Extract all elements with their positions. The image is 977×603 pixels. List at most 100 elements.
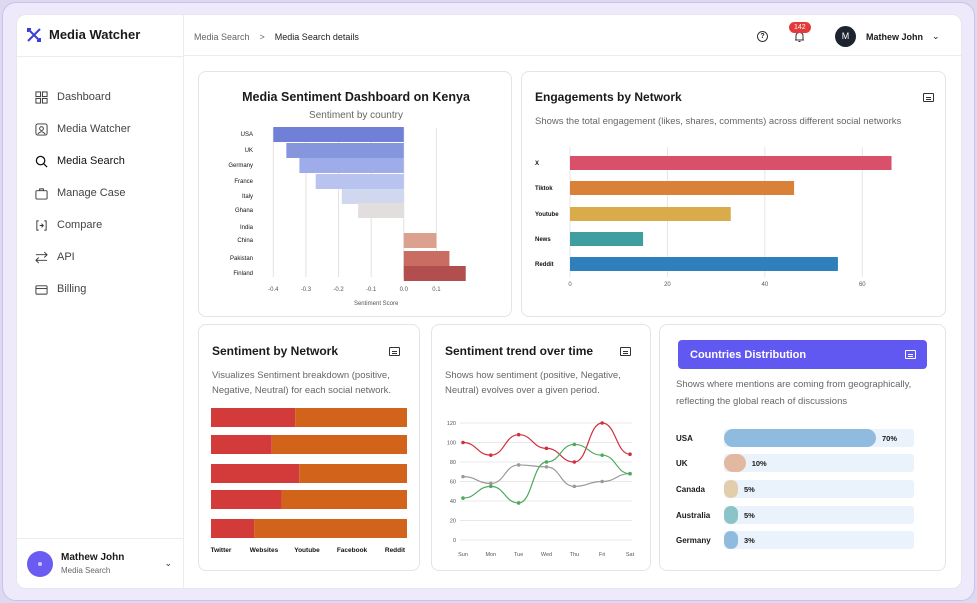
data-point — [600, 453, 604, 457]
sidebar-item-label: API — [57, 251, 75, 263]
data-point — [544, 465, 549, 469]
help-icon[interactable]: ? — [757, 31, 768, 42]
expand-icon[interactable] — [923, 93, 934, 102]
x-tick-label: Wed — [541, 552, 552, 558]
data-point — [628, 452, 632, 456]
country-percent: 5% — [744, 511, 755, 520]
sentiment-country-chart: -0.4 -0.3 -0.2 -0.1 0.0 0.1 Sentiment Score USA… — [228, 127, 466, 307]
y-tick-label: India — [240, 225, 254, 231]
x-tick-label: -0.1 — [366, 287, 377, 293]
x-tick-label: -0.2 — [333, 287, 344, 293]
sentiment-network-card: Sentiment by Network Visualizes Sentimen… — [198, 324, 420, 571]
chevron-down-icon[interactable]: ⌄ — [932, 31, 940, 41]
country-percent: 5% — [744, 485, 755, 494]
bar — [403, 251, 450, 266]
card-description-line: reflecting the global reach of discussio… — [676, 396, 848, 407]
expand-icon[interactable] — [905, 350, 916, 359]
sidebar-item-label: Dashboard — [57, 91, 111, 103]
y-tick-label: UK — [245, 148, 253, 154]
bar-segment — [211, 464, 300, 483]
country-row: Canada 5% — [676, 480, 916, 500]
data-point — [572, 484, 577, 489]
data-point — [516, 463, 521, 467]
country-bar-track — [724, 531, 914, 549]
x-tick-label: Tue — [514, 552, 523, 558]
data-point — [572, 442, 577, 447]
app-window: Media Watcher Dashboard Media Watcher Me… — [16, 14, 962, 589]
sidebar-nav: Dashboard Media Watcher Media Search Man… — [35, 81, 131, 305]
data-point — [489, 484, 493, 489]
countries-card: Countries Distribution Shows where menti… — [659, 324, 946, 571]
y-tick-label: 20 — [450, 519, 456, 525]
x-tick-label: Sat — [626, 552, 635, 558]
engagement-chart: 0 20 40 60 X Tiktok Youtube News Reddit — [535, 147, 892, 288]
country-percent: 3% — [744, 536, 755, 545]
bar — [570, 156, 892, 170]
y-tick-label: Finland — [233, 271, 253, 277]
arrows-icon — [35, 251, 48, 263]
card-subtitle: Sentiment by country — [309, 110, 403, 121]
sidebar-item-billing[interactable]: Billing — [35, 273, 131, 305]
top-user-name[interactable]: Mathew John — [866, 32, 924, 42]
card-description-line: Negative, Neutral) for each social netwo… — [212, 385, 391, 396]
bar-segment — [254, 519, 407, 538]
user-subtitle: Media Search — [61, 566, 111, 575]
data-point — [516, 501, 521, 505]
y-tick-label: News — [535, 237, 551, 243]
x-tick-label: Twitter — [211, 547, 232, 554]
breadcrumb-parent[interactable]: Media Search — [194, 32, 250, 42]
bar — [403, 266, 466, 281]
sidebar-item-media-search[interactable]: Media Search — [35, 145, 131, 177]
card-icon — [35, 284, 48, 295]
x-tick-label: Fri — [599, 552, 605, 558]
y-tick-label: Pakistan — [230, 256, 253, 262]
sentiment-trend-card: Sentiment trend over time Shows how sent… — [431, 324, 651, 571]
data-point — [461, 496, 465, 500]
card-description: Shows where mentions are coming from geo… — [676, 376, 911, 410]
country-label: UK — [676, 459, 688, 468]
bar — [299, 158, 404, 173]
country-bar — [724, 429, 876, 447]
x-tick-label: 0.0 — [400, 287, 409, 293]
x-tick-label: 60 — [859, 282, 866, 288]
breadcrumb: Media Search > Media Search details — [194, 32, 359, 42]
country-percent: 70% — [882, 434, 898, 443]
logo-icon — [27, 27, 41, 42]
sidebar-item-dashboard[interactable]: Dashboard — [35, 81, 131, 113]
sidebar: Media Watcher Dashboard Media Watcher Me… — [17, 15, 184, 588]
card-description: Visualizes Sentiment breakdown (positive… — [212, 368, 391, 398]
data-point — [489, 481, 493, 486]
bar — [273, 127, 404, 142]
avatar[interactable]: M — [835, 26, 856, 47]
sidebar-item-label: Media Search — [57, 155, 125, 167]
user-name: Mathew John — [61, 552, 125, 563]
app-logo[interactable]: Media Watcher — [27, 27, 140, 42]
x-tick-label: Reddit — [385, 547, 406, 554]
sidebar-item-compare[interactable]: Compare — [35, 209, 131, 241]
country-label: Australia — [676, 511, 711, 520]
x-axis-label: Sentiment Score — [354, 301, 399, 307]
bar — [286, 143, 404, 158]
card-title: Countries Distribution — [690, 349, 807, 361]
x-tick-label: 20 — [664, 282, 671, 288]
y-tick-label: Germany — [228, 163, 253, 169]
data-point — [600, 421, 604, 425]
y-tick-label: 40 — [450, 499, 456, 505]
card-title: Engagements by Network — [535, 90, 682, 104]
compare-icon — [36, 219, 47, 231]
x-tick-label: Facebook — [337, 547, 368, 554]
expand-icon[interactable] — [389, 347, 400, 356]
sidebar-item-media-watcher[interactable]: Media Watcher — [35, 113, 131, 145]
data-point — [461, 440, 465, 445]
sidebar-item-api[interactable]: API — [35, 241, 131, 273]
search-icon — [35, 155, 48, 168]
expand-icon[interactable] — [620, 347, 631, 356]
y-tick-label: USA — [241, 132, 253, 138]
data-point — [461, 474, 465, 479]
data-point — [516, 432, 521, 437]
sidebar-item-manage-case[interactable]: Manage Case — [35, 177, 131, 209]
bar — [403, 233, 437, 248]
card-description: Shows the total engagement (likes, share… — [535, 116, 902, 127]
data-point — [600, 479, 604, 484]
sidebar-user-menu[interactable]: Mathew John Media Search ⌄ — [17, 538, 184, 588]
